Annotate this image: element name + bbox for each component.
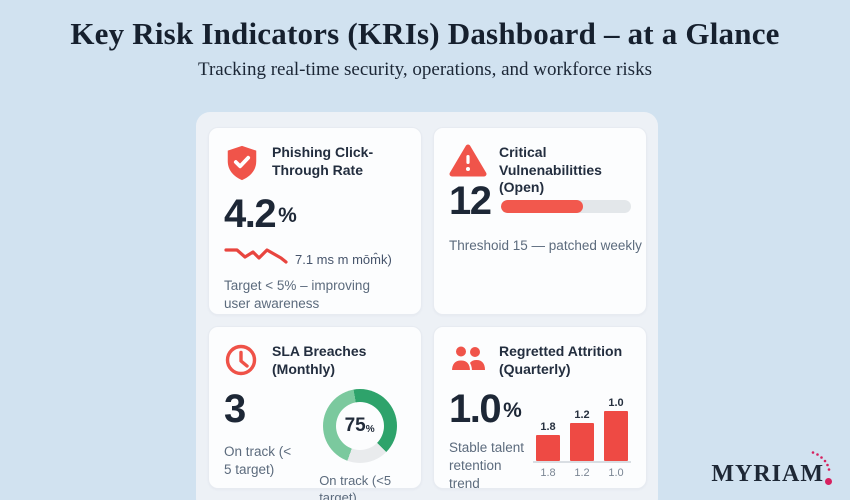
attrition-value-number: 1.0: [449, 387, 502, 431]
attrition-left-column: 1.0% Stable talent retention trend: [449, 389, 525, 492]
card-vulnerabilities-header: Critical Vulnenabilitties (Open): [449, 144, 631, 197]
card-attrition: Regretted Attrition (Quarterly) 1.0% Sta…: [433, 326, 647, 492]
card-attrition-header: Regretted Attrition (Quarterly): [449, 343, 631, 381]
phishing-note: Target < 5% – improving user awareness: [224, 278, 370, 311]
clock-icon: [224, 343, 260, 381]
myriam-logo: MYRIAM: [711, 451, 832, 487]
warning-triangle-icon: [449, 144, 487, 182]
attrition-axis-labels: 1.8 1.2 1.0: [533, 467, 631, 479]
card-sla: SLA Breaches (Monthly) 3 On track (< 5 t…: [208, 326, 422, 500]
phishing-trend-row: 7.1 ms m mōm̂k): [224, 242, 406, 268]
attrition-axis-label-1: 1.8: [540, 467, 556, 479]
phishing-value-number: 4.2: [224, 192, 277, 236]
card-sla-header: SLA Breaches (Monthly): [224, 343, 406, 381]
phishing-spark-caption: 7.1 ms m mōm̂k): [295, 252, 392, 267]
vulnerabilities-progress-fill: [500, 199, 583, 213]
card-phishing: Phishing Click-Through Rate 4.2% 7.1 ms …: [208, 127, 422, 315]
logo-text: MYRIAM: [711, 461, 824, 487]
sla-value-number: 3: [224, 387, 246, 431]
attrition-bar-3-rect: [604, 411, 628, 461]
card-vulnerabilities: Critical Vulnenabilitties (Open) 12 Thre…: [433, 127, 647, 315]
kri-panel: Phishing Click-Through Rate 4.2% 7.1 ms …: [196, 112, 658, 500]
page-title: Key Risk Indicators (KRIs) Dashboard – a…: [70, 16, 780, 51]
sla-gauge-label: 75%: [323, 389, 397, 463]
phishing-value-unit: %: [278, 204, 297, 227]
vulnerabilities-value-number: 12: [449, 178, 492, 223]
attrition-body: 1.0% Stable talent retention trend 1.8 1…: [449, 389, 631, 492]
logo-arc-marks-icon: [811, 451, 831, 471]
attrition-value-unit: %: [503, 399, 522, 422]
people-icon: [449, 343, 487, 381]
sla-gauge-value: 75: [344, 415, 366, 436]
phishing-sparkline-chart: [224, 248, 288, 264]
vulnerabilities-progress-bar: [500, 199, 631, 213]
sla-gauge-chart: 75%: [322, 389, 397, 463]
sla-gauge-note: On track (<5 target): [319, 473, 392, 500]
vulnerabilities-value-row: 12: [449, 181, 631, 221]
attrition-bar-2: 1.2: [570, 409, 594, 461]
page-subtitle: Tracking real-time security, operations,…: [198, 59, 652, 80]
attrition-bars: 1.8 1.2 1.0: [533, 393, 631, 463]
attrition-bar-1-rect: [536, 435, 560, 461]
sla-gauge-unit: %: [365, 423, 375, 435]
attrition-bar-1-label: 1.8: [540, 421, 556, 433]
card-sla-title: SLA Breaches (Monthly): [272, 343, 367, 377]
card-phishing-header: Phishing Click-Through Rate: [224, 144, 406, 182]
sla-gauge-column: 75% On track (<5 target): [313, 389, 406, 500]
phishing-value: 4.2%: [224, 194, 406, 234]
attrition-bar-2-label: 1.2: [574, 409, 590, 421]
card-attrition-title: Regretted Attrition (Quarterly): [499, 343, 623, 377]
sla-left-column: 3 On track (< 5 target): [224, 389, 297, 500]
attrition-note: Stable talent retention trend: [449, 440, 525, 491]
attrition-bar-1: 1.8: [536, 421, 560, 461]
attrition-axis-label-3: 1.0: [608, 467, 624, 479]
sla-note: On track (< 5 target): [224, 444, 292, 477]
logo-dot-icon: [825, 478, 832, 485]
kri-grid: Phishing Click-Through Rate 4.2% 7.1 ms …: [208, 127, 647, 500]
sla-body: 3 On track (< 5 target) 75% On track (<5…: [224, 389, 406, 500]
attrition-axis-label-2: 1.2: [574, 467, 590, 479]
attrition-value: 1.0%: [449, 389, 525, 429]
attrition-bar-chart: 1.8 1.2 1.0: [533, 389, 631, 492]
attrition-bar-3-label: 1.0: [608, 397, 624, 409]
card-vulnerabilities-title: Critical Vulnenabilitties (Open): [499, 144, 602, 196]
dashboard-header: Key Risk Indicators (KRIs) Dashboard – a…: [0, 16, 850, 81]
attrition-bar-2-rect: [570, 423, 594, 461]
shield-check-icon: [224, 144, 260, 182]
card-phishing-title: Phishing Click-Through Rate: [272, 144, 374, 178]
vulnerabilities-note: Threshoid 15 — patched weekly: [449, 237, 642, 253]
attrition-bar-3: 1.0: [604, 397, 628, 461]
